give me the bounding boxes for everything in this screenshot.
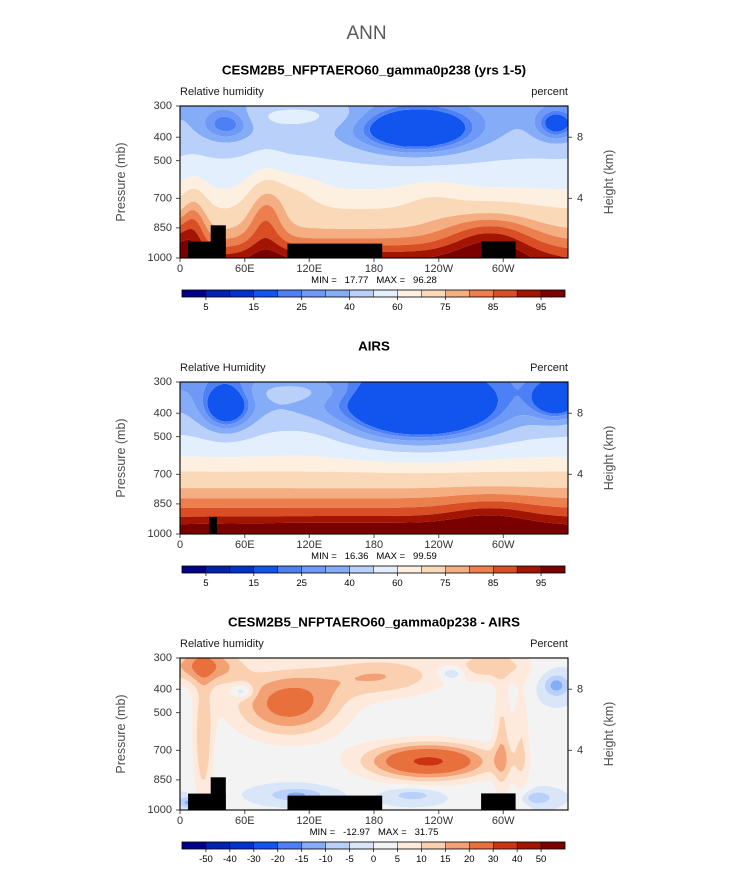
- svg-text:700: 700: [154, 469, 172, 481]
- svg-text:Relative Humidity: Relative Humidity: [180, 362, 266, 374]
- svg-text:60W: 60W: [492, 815, 515, 827]
- svg-text:-30: -30: [247, 854, 261, 865]
- svg-text:1000: 1000: [148, 528, 172, 540]
- svg-text:CESM2B5_NFPTAERO60_gamma0p238: CESM2B5_NFPTAERO60_gamma0p238 - AIRS: [228, 615, 520, 630]
- svg-text:Pressure (mb): Pressure (mb): [114, 418, 128, 497]
- svg-text:60E: 60E: [235, 815, 255, 827]
- svg-text:5: 5: [203, 578, 208, 589]
- svg-text:300: 300: [154, 376, 172, 388]
- svg-text:25: 25: [296, 302, 307, 313]
- svg-text:500: 500: [154, 431, 172, 443]
- svg-text:1000: 1000: [148, 804, 172, 816]
- svg-text:10: 10: [416, 854, 427, 865]
- svg-text:-15: -15: [295, 854, 309, 865]
- svg-text:120E: 120E: [296, 263, 322, 275]
- svg-text:Pressure (mb): Pressure (mb): [114, 142, 128, 221]
- svg-text:4: 4: [577, 469, 583, 481]
- svg-text:50: 50: [536, 854, 547, 865]
- svg-text:700: 700: [154, 193, 172, 205]
- svg-text:15: 15: [440, 854, 451, 865]
- svg-text:8: 8: [577, 407, 583, 419]
- svg-text:15: 15: [249, 302, 260, 313]
- svg-text:8: 8: [577, 683, 583, 695]
- svg-text:40: 40: [344, 578, 355, 589]
- svg-text:-10: -10: [319, 854, 333, 865]
- svg-text:300: 300: [154, 652, 172, 664]
- svg-text:-40: -40: [223, 854, 237, 865]
- svg-text:60: 60: [392, 302, 403, 313]
- svg-text:400: 400: [154, 407, 172, 419]
- svg-text:CESM2B5_NFPTAERO60_gamma0p238: CESM2B5_NFPTAERO60_gamma0p238 (yrs 1-5): [222, 63, 526, 78]
- svg-text:percent: percent: [531, 86, 568, 98]
- svg-text:120W: 120W: [424, 263, 453, 275]
- svg-text:Relative humidity: Relative humidity: [180, 638, 264, 650]
- svg-text:Height (km): Height (km): [602, 426, 616, 491]
- svg-text:-20: -20: [271, 854, 285, 865]
- svg-text:5: 5: [395, 854, 400, 865]
- svg-text:0: 0: [177, 263, 183, 275]
- svg-text:75: 75: [440, 302, 451, 313]
- svg-text:4: 4: [577, 745, 583, 757]
- svg-text:400: 400: [154, 683, 172, 695]
- svg-text:180: 180: [365, 539, 383, 551]
- svg-text:30: 30: [488, 854, 499, 865]
- svg-text:5: 5: [203, 302, 208, 313]
- svg-text:20: 20: [464, 854, 475, 865]
- svg-text:60E: 60E: [235, 263, 255, 275]
- svg-text:1000: 1000: [148, 252, 172, 264]
- svg-text:MIN = 16.36 MAX = 99.59: MIN = 16.36 MAX = 99.59: [311, 551, 437, 562]
- svg-text:180: 180: [365, 815, 383, 827]
- svg-text:700: 700: [154, 745, 172, 757]
- svg-text:95: 95: [536, 578, 547, 589]
- svg-text:850: 850: [154, 774, 172, 786]
- svg-text:400: 400: [154, 131, 172, 143]
- svg-text:AIRS: AIRS: [358, 339, 390, 354]
- svg-text:Percent: Percent: [530, 362, 568, 374]
- svg-text:75: 75: [440, 578, 451, 589]
- svg-text:850: 850: [154, 498, 172, 510]
- svg-text:MIN = 17.77 MAX = 96.28: MIN = 17.77 MAX = 96.28: [311, 275, 437, 286]
- svg-text:500: 500: [154, 155, 172, 167]
- svg-text:25: 25: [296, 578, 307, 589]
- svg-text:Relative humidity: Relative humidity: [180, 86, 264, 98]
- svg-text:40: 40: [512, 854, 523, 865]
- svg-text:0: 0: [177, 815, 183, 827]
- svg-text:15: 15: [249, 578, 260, 589]
- svg-text:-50: -50: [199, 854, 213, 865]
- svg-text:8: 8: [577, 131, 583, 143]
- svg-text:60: 60: [392, 578, 403, 589]
- svg-text:120E: 120E: [296, 539, 322, 551]
- svg-text:Height (km): Height (km): [602, 702, 616, 767]
- svg-text:120E: 120E: [296, 815, 322, 827]
- svg-text:850: 850: [154, 222, 172, 234]
- svg-text:120W: 120W: [424, 539, 453, 551]
- svg-text:ANN: ANN: [346, 23, 386, 44]
- svg-text:95: 95: [536, 302, 547, 313]
- svg-text:60W: 60W: [492, 263, 515, 275]
- svg-text:4: 4: [577, 193, 583, 205]
- svg-text:0: 0: [371, 854, 376, 865]
- svg-text:60E: 60E: [235, 539, 255, 551]
- svg-text:120W: 120W: [424, 815, 453, 827]
- svg-text:Percent: Percent: [530, 638, 568, 650]
- svg-text:60W: 60W: [492, 539, 515, 551]
- svg-text:180: 180: [365, 263, 383, 275]
- svg-text:500: 500: [154, 707, 172, 719]
- svg-text:MIN = -12.97 MAX = 31.75: MIN = -12.97 MAX = 31.75: [310, 827, 439, 838]
- svg-text:300: 300: [154, 100, 172, 112]
- svg-text:85: 85: [488, 578, 499, 589]
- svg-text:Height (km): Height (km): [602, 150, 616, 215]
- svg-text:0: 0: [177, 539, 183, 551]
- svg-text:85: 85: [488, 302, 499, 313]
- svg-text:-5: -5: [345, 854, 353, 865]
- svg-text:Pressure (mb): Pressure (mb): [114, 694, 128, 773]
- svg-text:40: 40: [344, 302, 355, 313]
